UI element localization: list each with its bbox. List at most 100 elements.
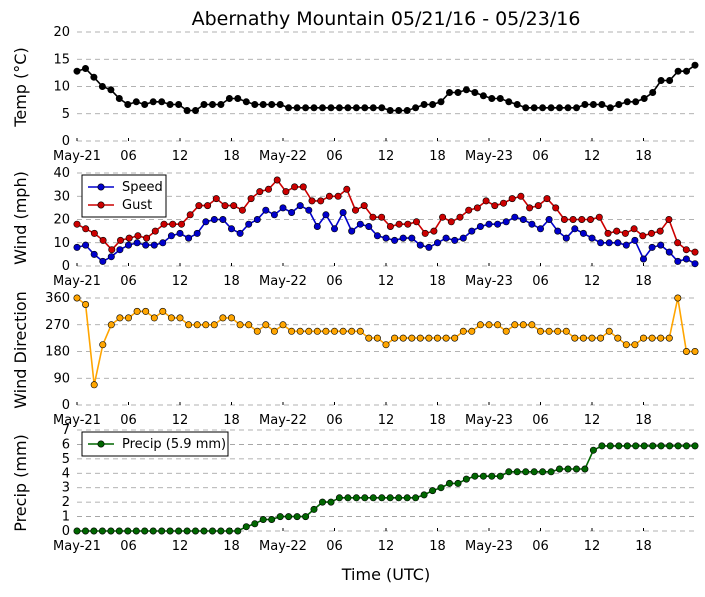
data-point	[242, 98, 250, 106]
data-point	[82, 527, 90, 535]
data-point	[302, 104, 310, 112]
data-point	[193, 321, 201, 329]
data-point	[674, 67, 682, 75]
data-point	[221, 202, 229, 210]
data-point	[195, 202, 203, 210]
data-point	[496, 95, 504, 103]
data-point	[327, 104, 335, 112]
data-point	[429, 101, 437, 109]
data-point	[622, 341, 630, 349]
data-point	[228, 225, 236, 233]
data-point	[479, 472, 487, 480]
x-tick-label: 06	[120, 413, 137, 428]
data-point	[657, 442, 665, 450]
data-point	[682, 442, 690, 450]
data-point	[511, 321, 519, 329]
data-point	[691, 260, 699, 268]
data-point	[657, 77, 665, 85]
data-point	[666, 77, 674, 85]
data-point	[399, 334, 407, 342]
data-point	[99, 236, 107, 244]
data-point	[595, 213, 603, 221]
data-point	[183, 527, 191, 535]
x-tick-label: 12	[172, 413, 189, 428]
legend-label: Precip (5.9 mm)	[122, 437, 226, 452]
data-point	[219, 216, 227, 224]
data-point	[313, 223, 321, 231]
data-point	[399, 234, 407, 242]
data-point	[631, 236, 639, 244]
data-point	[586, 216, 594, 224]
data-point	[202, 321, 210, 329]
y-axis-label: Temp (°C)	[11, 47, 30, 127]
data-point	[124, 527, 132, 535]
data-point	[404, 220, 412, 228]
data-point	[253, 216, 261, 224]
data-point	[296, 327, 304, 335]
data-point	[657, 334, 665, 342]
data-point	[115, 95, 123, 103]
data-point	[133, 307, 141, 315]
x-tick-label: 18	[223, 539, 240, 554]
data-point	[99, 341, 107, 349]
x-tick-label: May-21	[53, 274, 101, 289]
data-point	[468, 327, 476, 335]
legend: Speed Gust	[81, 174, 167, 218]
data-point	[691, 61, 699, 69]
x-tick-label: May-22	[259, 274, 307, 289]
data-point	[511, 213, 519, 221]
data-point	[276, 101, 284, 109]
legend-marker	[97, 440, 105, 448]
y-tick-label: 0	[62, 524, 70, 539]
data-point	[465, 206, 473, 214]
data-point	[175, 527, 183, 535]
x-tick-label: 18	[223, 274, 240, 289]
data-point	[288, 327, 296, 335]
x-tick-label: 12	[378, 539, 395, 554]
data-point	[649, 442, 657, 450]
data-point	[270, 211, 278, 219]
data-point	[192, 107, 200, 115]
data-point	[560, 216, 568, 224]
data-point	[200, 101, 208, 109]
data-point	[539, 468, 547, 476]
x-tick-label: 18	[635, 149, 652, 164]
data-point	[166, 527, 174, 535]
data-point	[519, 321, 527, 329]
data-point	[234, 527, 242, 535]
x-tick-label: 06	[532, 413, 549, 428]
data-point	[318, 498, 326, 506]
x-tick-label: 06	[326, 274, 343, 289]
data-point	[640, 95, 648, 103]
data-point	[597, 334, 605, 342]
data-point	[238, 206, 246, 214]
y-tick-label: 3	[62, 481, 70, 496]
data-point	[204, 202, 212, 210]
x-tick-label: 12	[172, 274, 189, 289]
data-point	[395, 107, 403, 115]
data-point	[639, 232, 647, 240]
x-tick-label: 12	[584, 274, 601, 289]
data-point	[310, 104, 318, 112]
data-point	[82, 225, 90, 233]
data-point	[133, 239, 141, 247]
data-point	[348, 227, 356, 235]
data-point	[185, 234, 193, 242]
data-point	[183, 107, 191, 115]
data-point	[339, 209, 347, 217]
data-point	[268, 515, 276, 523]
data-point	[578, 216, 586, 224]
data-point	[462, 475, 470, 483]
data-point	[623, 98, 631, 106]
data-point	[365, 334, 373, 342]
x-tick-label: May-21	[53, 539, 101, 554]
data-point	[210, 216, 218, 224]
data-point	[167, 232, 175, 240]
data-point	[378, 213, 386, 221]
data-point	[305, 206, 313, 214]
data-point	[564, 104, 572, 112]
data-point	[530, 468, 538, 476]
data-point	[302, 513, 310, 521]
data-point	[82, 65, 90, 73]
data-point	[166, 101, 174, 109]
